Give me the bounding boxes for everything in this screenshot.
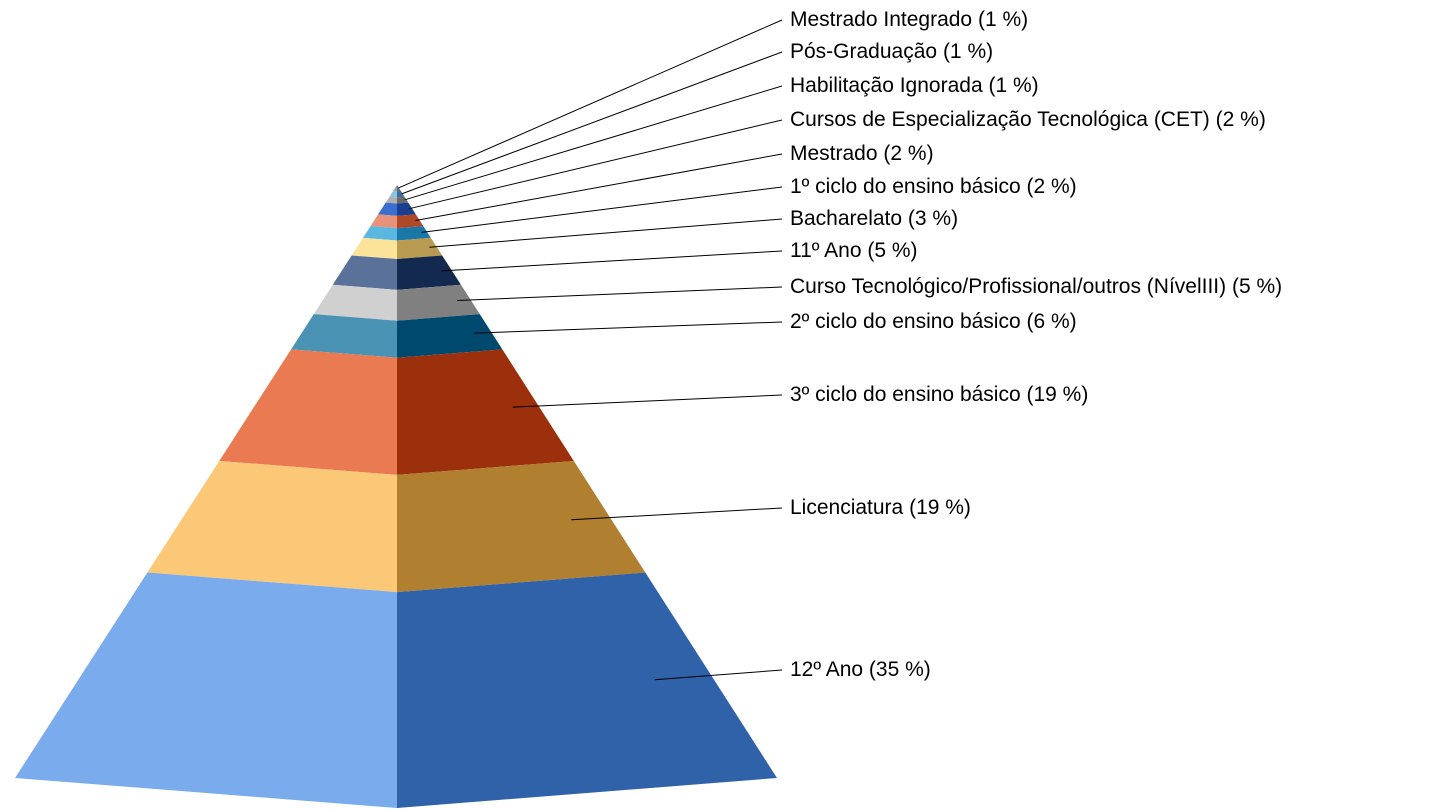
data-label: Mestrado (2 %) <box>790 142 934 165</box>
segment-left-face <box>385 196 397 204</box>
category-name: 2º ciclo do ensino básico <box>790 310 1021 333</box>
segment-right-face <box>397 226 431 241</box>
category-name: Cursos de Especialização Tecnológica (CE… <box>790 108 1210 131</box>
data-label: 2º ciclo do ensino básico (6 %) <box>790 310 1077 333</box>
data-label: Cursos de Especialização Tecnológica (CE… <box>790 108 1266 131</box>
category-name: 12º Ano <box>790 658 863 681</box>
category-name: 3º ciclo do ensino básico <box>790 383 1021 406</box>
leader-line <box>415 153 783 222</box>
data-label: Pós-Graduação (1 %) <box>790 40 993 63</box>
leader-line <box>421 186 783 233</box>
value-label: (3 %) <box>908 207 958 230</box>
segment-right-face <box>397 214 424 229</box>
value-label: (19 %) <box>909 496 971 519</box>
leader-line <box>512 394 783 408</box>
leader-line <box>401 51 783 195</box>
leader-line <box>654 669 783 681</box>
value-label: (1 %) <box>943 40 993 63</box>
leader-line <box>409 119 783 210</box>
segment-right-face <box>397 196 409 204</box>
segment-right-face <box>397 255 461 290</box>
category-name: 1º ciclo do ensino básico <box>790 175 1021 198</box>
segment-right-face <box>397 349 574 475</box>
segment-left-face <box>15 572 397 808</box>
data-label: Habilitação Ignorada (1 %) <box>790 74 1039 97</box>
category-name: Licenciatura <box>790 496 904 519</box>
segment-left-face <box>313 284 397 321</box>
segment-right-face <box>397 314 503 358</box>
leader-line <box>441 250 783 272</box>
value-label: (35 %) <box>869 658 931 681</box>
category-name: Mestrado Integrado <box>790 8 972 31</box>
leader-line <box>404 85 783 201</box>
category-name: Habilitação Ignorada <box>790 74 983 97</box>
value-label: (5 %) <box>1232 275 1282 298</box>
leader-line <box>571 507 783 521</box>
data-label: Licenciatura (19 %) <box>790 496 971 519</box>
leader-line <box>457 286 783 302</box>
leader-line <box>398 19 783 189</box>
data-label: 1º ciclo do ensino básico (2 %) <box>790 175 1077 198</box>
value-label: (1 %) <box>988 74 1038 97</box>
category-name: Pós-Graduação <box>790 40 937 63</box>
value-label: (1 %) <box>978 8 1028 31</box>
category-name: Curso Tecnológico/Profissional/outros (N… <box>790 275 1226 298</box>
category-name: Bacharelato <box>790 207 902 230</box>
segment-left-face <box>147 460 397 593</box>
category-name: Mestrado <box>790 142 878 165</box>
segment-left-face <box>389 190 397 198</box>
value-label: (6 %) <box>1027 310 1077 333</box>
segment-left-face <box>393 185 397 192</box>
value-label: (2 %) <box>1027 175 1077 198</box>
segment-right-face <box>397 202 416 216</box>
data-label: 11º Ano (5 %) <box>790 239 918 262</box>
category-name: 11º Ano <box>790 239 862 262</box>
segment-left-face <box>332 255 397 290</box>
data-label: Curso Tecnológico/Profissional/outros (N… <box>790 275 1282 298</box>
segment-left-face <box>219 349 397 475</box>
value-label: (19 %) <box>1027 383 1089 406</box>
segment-left-face <box>362 226 397 241</box>
data-label: 3º ciclo do ensino básico (19 %) <box>790 383 1088 406</box>
segment-right-face <box>397 460 646 593</box>
leader-line <box>429 218 783 248</box>
data-label: Bacharelato (3 %) <box>790 207 958 230</box>
leader-line <box>474 321 783 334</box>
segment-left-face <box>378 202 397 216</box>
segment-right-face <box>397 190 405 198</box>
data-label: Mestrado Integrado (1 %) <box>790 8 1028 31</box>
value-label: (2 %) <box>883 142 933 165</box>
segment-right-face <box>397 284 480 321</box>
segment-left-face <box>370 214 397 229</box>
segment-right-face <box>397 572 777 808</box>
segment-left-face <box>351 237 397 260</box>
segment-left-face <box>291 314 397 358</box>
value-label: (5 %) <box>867 239 917 262</box>
data-label: 12º Ano (35 %) <box>790 658 931 681</box>
segment-right-face <box>397 237 443 260</box>
value-label: (2 %) <box>1216 108 1266 131</box>
